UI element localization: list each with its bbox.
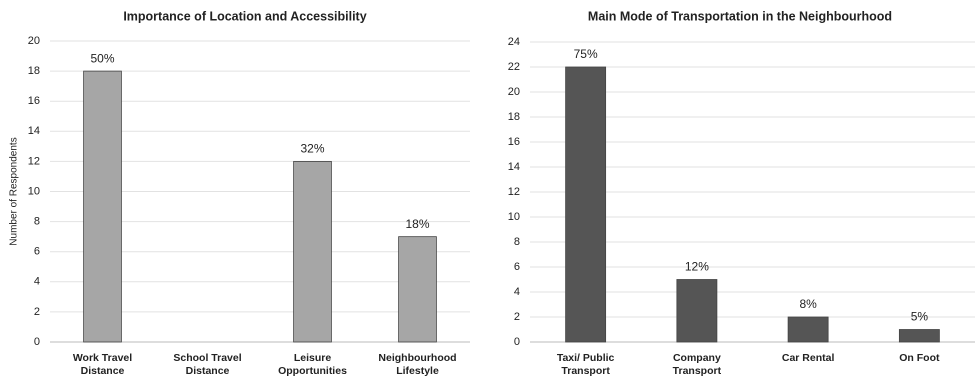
x-tick-label: On Foot <box>899 352 940 364</box>
y-tick-label: 16 <box>28 95 40 107</box>
data-label: 75% <box>574 47 598 61</box>
y-tick-label: 18 <box>28 65 40 77</box>
y-tick-label: 24 <box>508 36 520 48</box>
chart-title: Main Mode of Transportation in the Neigh… <box>588 9 892 23</box>
y-axis-label: Number of Respondents <box>9 137 20 245</box>
y-tick-label: 8 <box>514 236 520 248</box>
bar <box>565 66 607 343</box>
y-tick-label: 14 <box>508 161 520 173</box>
y-tick-label: 4 <box>514 286 520 298</box>
y-tick-label: 6 <box>34 246 40 258</box>
y-tick-label: 10 <box>508 211 520 223</box>
data-label: 18% <box>405 217 429 231</box>
y-tick-label: 2 <box>514 311 520 323</box>
y-tick-label: 22 <box>508 61 520 73</box>
y-tick-label: 0 <box>514 336 520 348</box>
y-tick-label: 20 <box>28 35 40 47</box>
y-tick-label: 16 <box>508 136 520 148</box>
y-tick-label: 18 <box>508 111 520 123</box>
chart-title: Importance of Location and Accessibility <box>123 9 366 23</box>
x-tick-label: Taxi/ Public Transport <box>557 352 615 377</box>
y-tick-label: 12 <box>508 186 520 198</box>
y-tick-label: 20 <box>508 86 520 98</box>
y-tick-label: 8 <box>34 216 40 228</box>
bar <box>676 279 718 343</box>
data-label: 5% <box>911 310 929 324</box>
x-tick-label: Work Travel Distance <box>73 352 132 377</box>
x-tick-label: Company Transport <box>673 352 722 377</box>
bar <box>787 316 829 343</box>
y-tick-label: 10 <box>28 185 40 197</box>
data-label: 8% <box>799 297 817 311</box>
x-tick-label: School Travel Distance <box>173 352 241 377</box>
data-label: 12% <box>685 260 709 274</box>
bar <box>398 236 437 343</box>
bar <box>898 329 940 343</box>
y-tick-label: 2 <box>34 306 40 318</box>
data-label: 50% <box>90 51 114 65</box>
data-label: 32% <box>300 142 324 156</box>
y-tick-label: 12 <box>28 155 40 167</box>
x-tick-label: Car Rental <box>782 352 835 364</box>
x-tick-label: Leisure Opportunities <box>278 352 347 377</box>
bar <box>83 70 122 343</box>
y-tick-label: 0 <box>34 336 40 348</box>
y-tick-label: 14 <box>28 125 40 137</box>
y-tick-label: 4 <box>34 276 40 288</box>
bar <box>293 160 332 343</box>
x-tick-label: Neighbourhood Lifestyle <box>378 352 456 377</box>
y-tick-label: 6 <box>514 261 520 273</box>
